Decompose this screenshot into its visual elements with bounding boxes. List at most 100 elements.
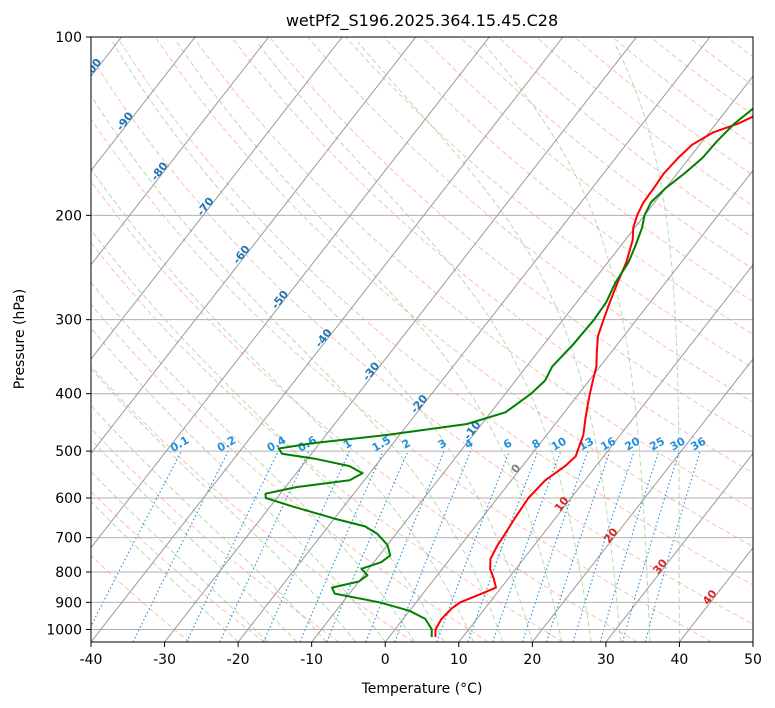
mixing-ratio-line [572, 450, 635, 642]
x-tick-label: 50 [744, 652, 762, 668]
isotherm-line [384, 169, 753, 642]
mixing-ratio-label: 8 [530, 437, 543, 452]
dry-adiabat-line [192, 37, 753, 510]
isotherm-label: -40 [312, 326, 335, 350]
isotherm-line [91, 37, 490, 549]
mixing-ratio-line [365, 450, 445, 642]
moist-adiabat-line [91, 501, 239, 642]
dry-adiabat-line [91, 118, 713, 642]
y-axis-label: Pressure (hPa) [12, 289, 28, 389]
mixing-ratio-line [467, 450, 539, 642]
mixing-ratio-line [521, 450, 589, 642]
isotherm-line [164, 37, 637, 642]
isotherm-line [237, 37, 711, 642]
isotherm-line [91, 37, 564, 642]
chart-title: wetPf2_S196.2025.364.15.45.C28 [286, 11, 558, 31]
dry-adiabats [91, 37, 775, 642]
moist-adiabat-line [91, 404, 327, 642]
sounding-series [264, 107, 753, 638]
moist-adiabat-line [112, 41, 533, 642]
isotherm-label: -50 [269, 288, 292, 312]
warm-isotherm-label: 40 [700, 587, 720, 607]
isotherm-line [605, 452, 753, 642]
isotherm-line [91, 37, 196, 172]
isotherm-lines [91, 37, 753, 642]
moist-adiabat-line [91, 94, 504, 642]
mixing-ratio-line [186, 450, 279, 642]
dry-adiabat-line [116, 37, 753, 586]
moist-adiabat-line [91, 327, 386, 642]
y-tick-label: 900 [55, 595, 82, 611]
moist-adiabat-line [91, 168, 474, 642]
mixing-ratio-line [132, 450, 229, 642]
dry-adiabat-line [383, 37, 753, 335]
dry-adiabat-line [91, 490, 265, 642]
isotherm-line [531, 358, 753, 642]
mixing-ratio-label: 3 [436, 437, 449, 452]
moist-adiabat-line [256, 41, 592, 642]
dry-adiabat-line [345, 37, 753, 369]
isotherm-line [91, 37, 343, 360]
dry-adiabat-line [269, 37, 753, 438]
x-tick-label: 40 [671, 652, 689, 668]
x-tick-label: 20 [523, 652, 541, 668]
dry-adiabat-line [688, 37, 753, 87]
x-axis-ticks: -40 -30 -20 -10 0 10 20 30 40 50 [80, 642, 762, 668]
isotherm-line [311, 75, 753, 642]
mixing-ratio-line [622, 450, 680, 642]
mixing-ratio-lines [91, 450, 701, 642]
y-tick-label: 400 [55, 387, 82, 403]
plot-area: -100-90-80-70-60-50-40-30-20-10010203040… [91, 37, 775, 642]
isotherm-label: -20 [408, 392, 431, 416]
y-tick-label: 700 [55, 531, 82, 547]
mixing-ratio-line [644, 450, 701, 642]
dry-adiabat-line [91, 427, 340, 642]
dry-adiabat-line [154, 37, 753, 548]
isotherm-label: -30 [360, 359, 383, 383]
mixing-ratio-line [326, 450, 409, 642]
plot-frame [90, 36, 754, 643]
isotherm-label: -60 [230, 243, 253, 267]
dry-adiabat-line [612, 37, 753, 146]
y-tick-label: 800 [55, 565, 82, 581]
dry-adiabat-line [91, 55, 753, 625]
mixing-ratio-line [299, 450, 384, 642]
dry-adiabat-line [91, 303, 489, 642]
dry-adiabat-line [421, 37, 753, 303]
mixing-ratio-line [492, 450, 562, 642]
x-tick-label: -30 [153, 652, 176, 668]
dewpoint-line [264, 107, 753, 638]
moist-adiabat-line [613, 41, 680, 642]
x-tick-label: 10 [450, 652, 468, 668]
y-tick-label: 300 [55, 313, 82, 329]
mixing-ratio-line [219, 450, 310, 642]
moist-adiabats [91, 41, 680, 642]
x-axis-label: Temperature (°C) [361, 681, 483, 697]
dry-adiabat-line [231, 37, 753, 474]
isotherm-line [91, 37, 270, 266]
moist-adiabat-line [482, 41, 651, 642]
mixing-ratio-label: 6 [501, 436, 514, 451]
y-tick-label: 1000 [46, 622, 82, 638]
isotherm-label: -90 [114, 109, 137, 133]
dry-adiabat-line [497, 37, 753, 238]
dry-adiabat-line [535, 37, 753, 207]
dry-adiabat-line [91, 241, 563, 642]
isotherm-line [458, 264, 753, 642]
isotherm-label: -80 [148, 159, 171, 183]
temperature-line [434, 115, 753, 638]
moist-adiabat-line [91, 229, 445, 642]
dry-adiabat-line [459, 37, 753, 270]
y-tick-label: 200 [55, 208, 82, 224]
dry-adiabat-line [765, 37, 775, 642]
freezing-label: 0 [508, 461, 523, 475]
dry-adiabat-line [91, 365, 414, 642]
y-axis-ticks: 1000 900 800 700 600 500 400 300 200 100 [46, 30, 91, 638]
x-tick-label: 30 [597, 652, 615, 668]
moist-adiabat-line [91, 281, 416, 642]
dry-adiabat-line [574, 37, 753, 176]
x-tick-label: -20 [227, 652, 250, 668]
x-tick-label: -10 [300, 652, 323, 668]
mixing-ratio-line [599, 450, 660, 642]
mixing-ratio-line [436, 450, 511, 642]
